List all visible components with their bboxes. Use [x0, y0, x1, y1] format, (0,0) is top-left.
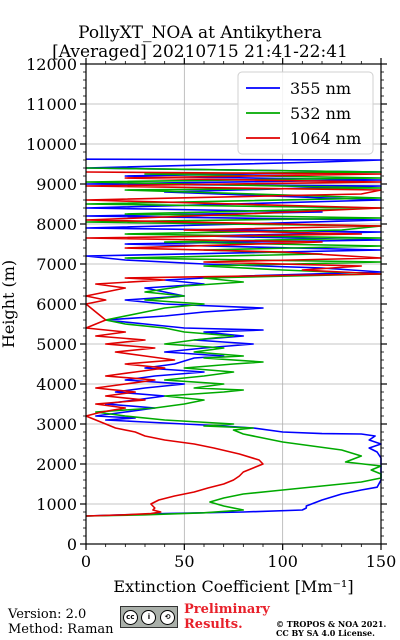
- cc-icon: cc: [122, 609, 138, 625]
- chart-title-line1: PollyXT_NOA at Antikythera: [78, 23, 322, 43]
- y-tick-label: 10000: [26, 135, 77, 154]
- y-tick-label: 5000: [36, 335, 77, 354]
- copyright-line1: © TROPOS & NOA 2021.: [276, 619, 387, 629]
- y-tick-label: 0: [67, 535, 77, 554]
- legend-label-1: 532 nm: [290, 104, 351, 123]
- y-tick-label: 2000: [36, 455, 77, 474]
- series-line-0: [85, 158, 382, 517]
- x-tick-label: 50: [174, 552, 194, 571]
- x-tick-label: 100: [267, 552, 298, 571]
- y-axis-label: Height (m): [0, 260, 18, 348]
- x-axis-label: Extinction Coefficient [Mm⁻¹]: [113, 577, 353, 596]
- legend-box: [237, 71, 374, 155]
- series-line-1: [85, 167, 382, 517]
- results-label: Results.: [184, 617, 243, 632]
- copyright-notice: © TROPOS & NOA 2021. CC BY SA 4.0 Licens…: [276, 620, 386, 638]
- legend-label-0: 355 nm: [290, 79, 351, 98]
- y-tick-label: 4000: [36, 375, 77, 394]
- y-tick-label: 7000: [36, 255, 77, 274]
- series-line-2: [85, 171, 382, 517]
- chart-title-line2: [Averaged] 20210715 21:41-22:41: [52, 42, 348, 62]
- preliminary-notice: Preliminary Results.: [184, 602, 270, 632]
- y-tick-label: 1000: [36, 495, 77, 514]
- by-icon: i: [141, 609, 157, 625]
- y-tick-label: 12000: [26, 55, 77, 74]
- y-tick-label: 8000: [36, 215, 77, 234]
- x-tick-label: 0: [81, 552, 91, 571]
- footer-method: Method: Raman: [8, 622, 114, 637]
- legend-label-2: 1064 nm: [290, 129, 361, 148]
- footer-version: Version: 2.0: [8, 607, 87, 622]
- y-tick-label: 11000: [26, 95, 77, 114]
- cc-license-badge: cc i ⟲: [120, 606, 178, 628]
- sa-icon: ⟲: [160, 609, 176, 625]
- preliminary-label: Preliminary: [184, 602, 270, 617]
- y-tick-label: 3000: [36, 415, 77, 434]
- copyright-line2: CC BY SA 4.0 License.: [276, 628, 375, 638]
- y-tick-label: 6000: [36, 295, 77, 314]
- y-tick-label: 9000: [36, 175, 77, 194]
- x-tick-label: 150: [366, 552, 397, 571]
